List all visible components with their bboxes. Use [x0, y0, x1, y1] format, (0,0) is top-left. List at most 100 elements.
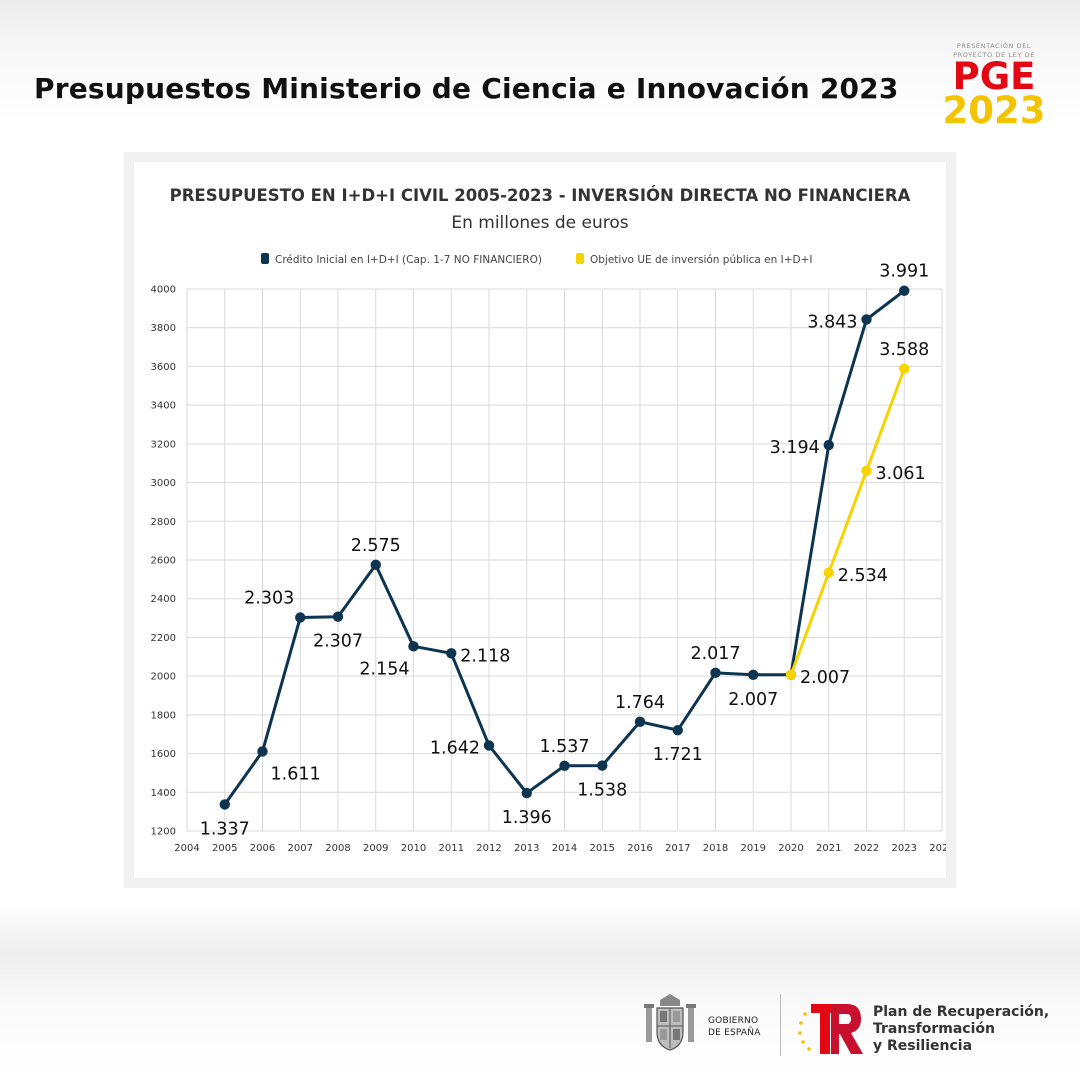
series-line-objetivo-ue: [789, 368, 906, 676]
x-tick-label: 2016: [627, 843, 652, 854]
y-tick-label: 1400: [151, 788, 176, 799]
legend-swatch-target: [576, 253, 584, 264]
chart-subtitle: En millones de euros: [451, 213, 628, 233]
y-axis-ticks: 1200 1400 1600 1800 2000 2200 2400 2600 2800 3000…: [151, 285, 176, 838]
data-point-credito-2012: [483, 740, 495, 751]
data-point-credito-2021: [823, 439, 834, 451]
x-tick-label: 2004: [174, 843, 199, 854]
y-tick-label: 1800: [151, 710, 176, 721]
data-point-objetivo-2023: [899, 363, 910, 374]
data-label-credito-2008: 2.307: [313, 632, 363, 652]
coat-of-arms-icon: [644, 994, 696, 1051]
data-label-credito-2005: 1.337: [200, 819, 250, 839]
data-label-objetivo-2020: 2.007: [800, 668, 850, 688]
plan-recuperacion-logo: Plan de Recuperación, Transformación y R…: [795, 996, 1055, 1060]
gobierno-de-espana-logo: GOBIERNO DE ESPAÑA: [640, 992, 780, 1056]
page-title: Presupuestos Ministerio de Ciencia e Inn…: [34, 72, 899, 105]
plan-text-line3: y Resiliencia: [873, 1038, 973, 1054]
pge-logo-name: PGE: [952, 55, 1036, 98]
data-label-credito-2013: 1.396: [502, 808, 552, 828]
data-label-credito-2022: 3.843: [807, 312, 857, 332]
x-tick-label: 2021: [816, 843, 841, 854]
pge-logo-line1: PRESENTACIÓN DEL: [956, 42, 1032, 50]
data-label-objetivo-2023: 3.588: [879, 340, 929, 360]
data-labels: 1.337 1.611 2.303 2.307 2.575 2.154 2.118 1.642…: [200, 262, 930, 840]
y-tick-label: 2000: [151, 672, 176, 683]
y-tick-label: 4000: [151, 285, 176, 296]
x-tick-label: 2020: [778, 843, 803, 854]
data-label-objetivo-2022: 3.061: [876, 464, 926, 484]
x-tick-label: 2014: [552, 843, 577, 854]
data-point-credito-2022: [861, 314, 872, 325]
x-tick-label: 2011: [439, 843, 464, 854]
data-label-credito-2019: 2.007: [728, 690, 778, 710]
data-label-credito-2015: 1.538: [577, 781, 627, 801]
data-label-credito-2006: 1.611: [271, 764, 321, 784]
x-tick-label: 2005: [212, 843, 237, 854]
x-tick-label: 2023: [892, 843, 917, 854]
chart-frame: PRESUPUESTO EN I+D+I CIVIL 2005-2023 - I…: [124, 152, 956, 888]
data-point-credito-2017: [672, 724, 683, 736]
data-label-credito-2010: 2.154: [359, 659, 409, 679]
plan-text-line2: Transformación: [873, 1021, 995, 1037]
footer-background: [0, 900, 1080, 1080]
x-tick-label: 2022: [854, 843, 879, 854]
chart-title: PRESUPUESTO EN I+D+I CIVIL 2005-2023 - I…: [170, 186, 911, 205]
data-label-credito-2009: 2.575: [351, 536, 401, 556]
data-label-credito-2021: 3.194: [770, 438, 820, 458]
pge-2023-logo: PRESENTACIÓN DEL PROYECTO DE LEY DE PGE …: [940, 40, 1048, 130]
plan-text-line1: Plan de Recuperación,: [873, 1004, 1050, 1020]
gov-text-line2: DE ESPAÑA: [708, 1028, 761, 1038]
gov-text-line1: GOBIERNO: [708, 1016, 759, 1026]
y-tick-label: 2200: [151, 633, 176, 644]
data-point-credito-2008: [332, 611, 344, 622]
data-point-credito-2019: [748, 669, 759, 680]
data-point-credito-2015: [597, 760, 608, 771]
x-tick-label: 2008: [325, 843, 350, 854]
series-layer: [219, 285, 910, 810]
x-tick-label: 2024: [929, 843, 946, 854]
y-tick-label: 2600: [151, 556, 176, 567]
grid-lines: [186, 288, 943, 832]
y-tick-label: 3400: [151, 401, 176, 412]
y-tick-label: 2400: [151, 594, 176, 605]
data-label-credito-2012: 1.642: [430, 738, 480, 758]
x-tick-label: 2018: [703, 843, 728, 854]
data-label-credito-2018: 2.017: [690, 644, 740, 664]
y-tick-label: 1600: [151, 749, 176, 760]
data-label-credito-2007: 2.303: [244, 588, 294, 608]
data-label-credito-2023: 3.991: [879, 262, 929, 282]
header-background: [0, 0, 1080, 120]
data-point-credito-2006: [257, 746, 268, 757]
prtr-tr-logo-icon: [798, 1004, 863, 1054]
chart-panel: PRESUPUESTO EN I+D+I CIVIL 2005-2023 - I…: [134, 162, 946, 878]
chart-legend: Crédito Inicial en I+D+I (Cap. 1-7 NO FI…: [261, 253, 813, 266]
pge-logo-line2: PROYECTO DE LEY DE: [953, 51, 1035, 59]
x-tick-label: 2019: [741, 843, 766, 854]
data-point-credito-2007: [295, 612, 306, 623]
data-label-credito-2016: 1.764: [615, 693, 665, 713]
data-point-objetivo-2022: [861, 465, 872, 476]
y-tick-label: 3800: [151, 323, 176, 334]
data-point-credito-2010: [408, 641, 419, 652]
legend-label-target: Objetivo UE de inversión pública en I+D+…: [590, 254, 813, 266]
data-point-credito-2009: [370, 559, 381, 571]
x-tick-label: 2009: [363, 843, 388, 854]
y-tick-label: 1200: [151, 827, 176, 838]
data-point-credito-2016: [634, 716, 646, 728]
x-tick-label: 2010: [401, 843, 426, 854]
x-tick-label: 2017: [665, 843, 690, 854]
legend-item-main: Crédito Inicial en I+D+I (Cap. 1-7 NO FI…: [261, 253, 542, 266]
data-point-credito-2005: [219, 799, 230, 810]
pge-logo-year: 2023: [942, 89, 1046, 132]
data-point-credito-2013: [521, 787, 532, 799]
y-tick-label: 2800: [151, 517, 176, 528]
data-label-credito-2011: 2.118: [460, 646, 510, 666]
legend-swatch-main: [261, 253, 269, 264]
footer-divider: [780, 994, 781, 1056]
x-tick-label: 2006: [250, 843, 275, 854]
line-chart: PRESUPUESTO EN I+D+I CIVIL 2005-2023 - I…: [151, 186, 946, 854]
data-point-objetivo-2021: [823, 567, 834, 578]
x-tick-label: 2015: [590, 843, 615, 854]
data-point-credito-2011: [446, 648, 457, 659]
